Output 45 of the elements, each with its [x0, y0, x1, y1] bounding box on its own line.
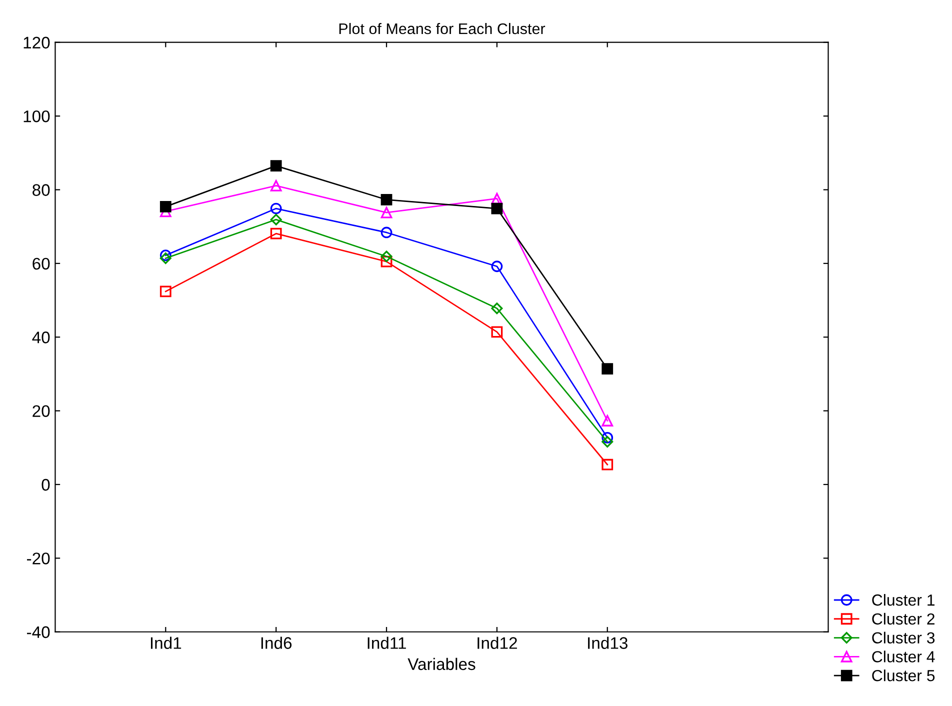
x-tick-label: Ind13 [588, 636, 628, 649]
y-tick-label: 0 [42, 478, 50, 491]
point [380, 226, 392, 238]
chart-title: Plot of Means for Each Cluster [339, 22, 546, 34]
point [491, 260, 503, 272]
point [160, 200, 172, 212]
x-tick-label: Ind12 [478, 636, 517, 649]
x-tick-label: Ind1 [150, 636, 182, 649]
point [602, 432, 614, 444]
point [270, 180, 282, 192]
point [602, 363, 614, 374]
legend-label: Cluster 5 [872, 670, 935, 682]
x-tick-label: Ind11 [368, 636, 406, 649]
x-axis-title: Variables [408, 658, 476, 670]
legend-label: Cluster 2 [872, 612, 934, 625]
point [491, 326, 503, 338]
point [602, 415, 614, 426]
point [270, 202, 282, 214]
legend-label: Cluster 4 [872, 650, 935, 662]
point [380, 250, 392, 262]
y-tick-label: 40 [32, 332, 50, 344]
point [270, 214, 282, 226]
point [602, 458, 614, 470]
point [380, 206, 392, 218]
y-tick-label: -40 [27, 626, 50, 638]
point [380, 256, 392, 268]
y-tick-label: 20 [32, 405, 50, 418]
y-tick-label: 120 [24, 36, 50, 49]
y-tick-label: -20 [27, 552, 50, 564]
legend-label: Cluster 1 [872, 594, 934, 606]
point [491, 202, 503, 214]
x-tick-label: Ind6 [261, 636, 292, 649]
point [380, 194, 392, 206]
point [270, 228, 282, 240]
y-tick-label: 100 [24, 110, 50, 122]
point [270, 160, 282, 172]
y-tick-label: 60 [32, 258, 50, 270]
legend-label: Cluster 3 [872, 632, 935, 644]
point [160, 250, 172, 262]
point [160, 252, 172, 264]
point [491, 302, 503, 314]
point [491, 192, 503, 204]
point [602, 436, 614, 448]
y-tick-label: 80 [32, 184, 50, 196]
point [160, 286, 172, 298]
